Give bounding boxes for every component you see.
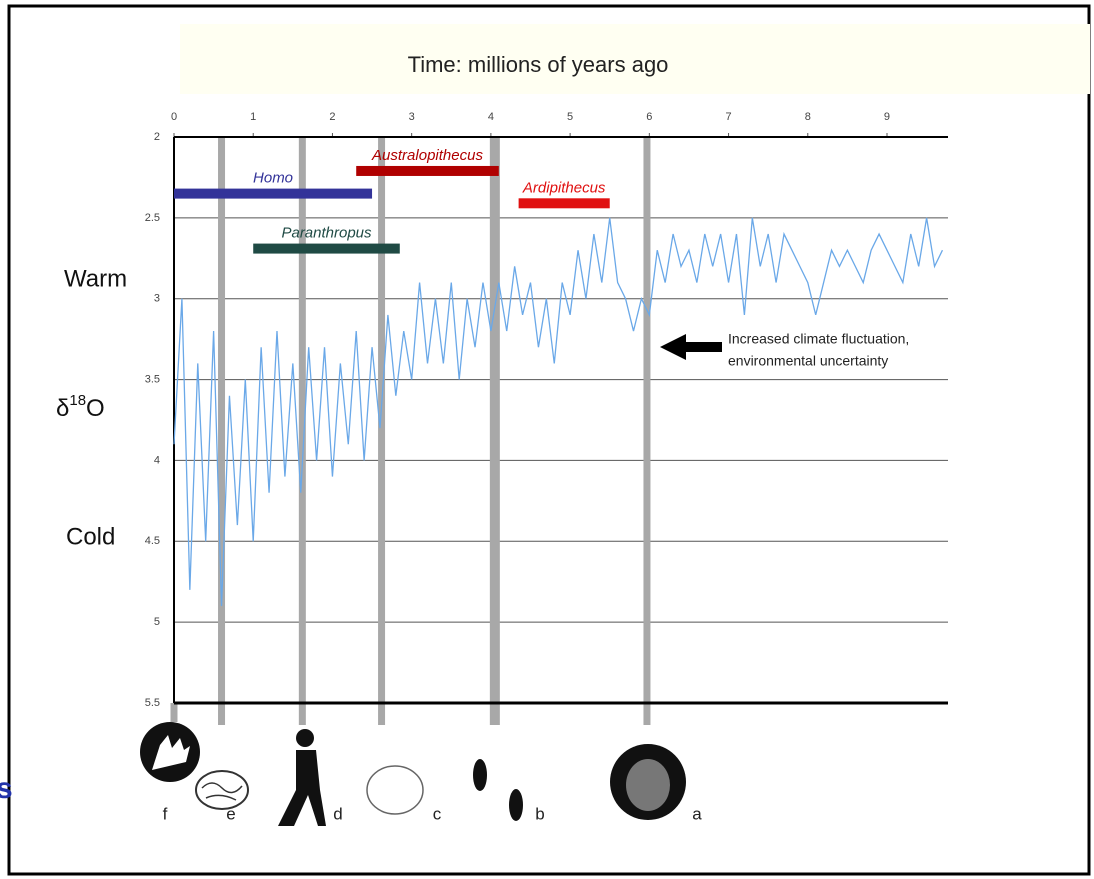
range-label: Ardipithecus (522, 179, 606, 196)
x-tick-label: 5 (567, 111, 573, 123)
range-bar (253, 244, 400, 254)
icon-label: d (333, 804, 342, 823)
chart-title: Time: millions of years ago (408, 52, 669, 77)
range-label: Australopithecus (371, 147, 483, 164)
x-tick-label: 6 (646, 111, 652, 123)
edge-text: s (0, 772, 13, 805)
range-bar (356, 166, 499, 176)
range-label: Paranthropus (281, 225, 372, 242)
x-tick-label: 1 (250, 111, 256, 123)
icon-label: c (433, 804, 442, 823)
x-tick-label: 9 (884, 111, 890, 123)
icon-label: f (163, 804, 168, 823)
y-tick-label: 5 (154, 616, 160, 628)
x-tick-label: 8 (805, 111, 811, 123)
x-tick-label: 7 (725, 111, 731, 123)
brain-icon (196, 771, 248, 809)
icon-label: b (535, 804, 544, 823)
y-tick-label: 3 (154, 293, 160, 305)
y-label-part: δ (56, 395, 69, 422)
range-label: Homo (253, 170, 293, 187)
x-tick-label: 2 (329, 111, 335, 123)
range-bar (174, 189, 372, 199)
y-tick-label: 2 (154, 131, 160, 143)
footprint-icon (473, 759, 487, 791)
annotation: environmental uncertainty (728, 353, 888, 369)
y-label-part: O (86, 395, 105, 422)
chart: Time: millions of years ago Warm Cold δ1… (0, 0, 1094, 879)
footprint-icon (509, 789, 523, 821)
tool-icon (367, 766, 423, 814)
annotation: Increased climate fluctuation, (728, 331, 909, 347)
y-tick-label: 4.5 (145, 535, 160, 547)
y-tick-label: 5.5 (145, 697, 160, 709)
icon-label: a (692, 804, 702, 823)
y-tick-label: 3.5 (145, 373, 160, 385)
human-icon (296, 729, 314, 747)
x-tick-label: 0 (171, 111, 177, 123)
x-tick-label: 4 (488, 111, 494, 123)
y-tick-label: 2.5 (145, 212, 160, 224)
y-tick-label: 4 (154, 454, 160, 466)
x-tick-label: 3 (409, 111, 415, 123)
y-label-sup: 18 (69, 392, 86, 409)
warm-label: Warm (64, 265, 127, 292)
range-bar (519, 198, 610, 208)
cold-label: Cold (66, 523, 115, 550)
face-icon (626, 759, 670, 811)
icon-label: e (226, 804, 235, 823)
page: {"chart_data": { "type": "line", "title"… (0, 0, 1094, 879)
